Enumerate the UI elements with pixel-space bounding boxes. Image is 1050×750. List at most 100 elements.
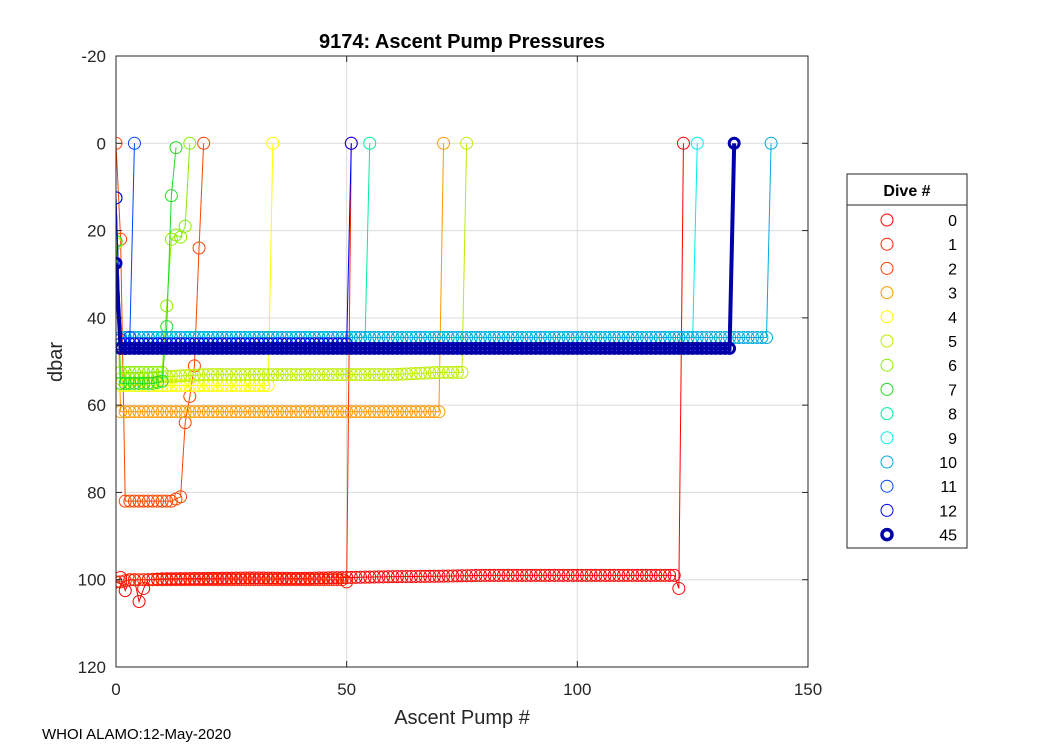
data-point — [390, 405, 404, 419]
data-point — [266, 573, 280, 587]
data-point — [132, 595, 146, 609]
data-point — [289, 573, 303, 587]
data-point — [312, 405, 326, 419]
data-point — [307, 405, 321, 419]
data-point — [137, 581, 151, 595]
data-point — [178, 219, 192, 233]
data-point — [626, 568, 640, 582]
legend-item: 3 — [880, 286, 957, 303]
data-point — [252, 573, 266, 587]
legend-item: 0 — [880, 213, 957, 230]
data-point — [400, 570, 414, 584]
data-point — [215, 368, 229, 382]
data-point — [529, 568, 543, 582]
data-point — [187, 405, 201, 419]
data-point — [464, 569, 478, 583]
data-point — [116, 376, 128, 390]
data-point — [612, 568, 626, 582]
data-point — [533, 568, 547, 582]
data-point — [469, 569, 483, 583]
data-point — [234, 405, 248, 419]
data-point — [174, 230, 188, 244]
data-point — [257, 379, 271, 392]
legend-title: Dive # — [883, 183, 930, 200]
data-point — [141, 365, 155, 379]
data-point — [132, 494, 146, 508]
data-point — [377, 405, 391, 419]
data-point — [354, 405, 368, 419]
data-point — [358, 405, 372, 419]
data-point — [736, 331, 750, 344]
legend-label: 12 — [939, 503, 957, 520]
data-point — [326, 368, 340, 382]
data-point — [340, 575, 354, 589]
data-point — [132, 573, 146, 587]
data-point — [538, 568, 552, 582]
legend-item: 6 — [880, 358, 957, 375]
data-point — [344, 570, 358, 584]
data-point — [266, 136, 280, 150]
data-point — [174, 573, 188, 587]
data-point — [116, 575, 128, 589]
data-point — [270, 368, 284, 382]
data-point — [755, 331, 769, 344]
series-line — [116, 143, 445, 413]
data-point — [349, 405, 363, 419]
legend-marker — [880, 479, 894, 493]
data-point — [127, 376, 141, 390]
data-point — [358, 368, 372, 382]
data-point — [741, 331, 755, 344]
data-point — [432, 569, 446, 583]
data-point — [137, 573, 151, 587]
data-point — [312, 573, 326, 587]
data-point — [312, 368, 326, 382]
data-point — [363, 368, 377, 382]
data-point — [151, 494, 165, 508]
data-point — [275, 405, 289, 419]
data-point — [381, 368, 395, 382]
data-point — [261, 379, 275, 392]
data-point — [183, 573, 197, 587]
data-point — [372, 570, 386, 584]
data-point — [141, 494, 155, 508]
data-point — [598, 568, 612, 582]
data-point — [201, 368, 215, 382]
data-point — [423, 366, 437, 380]
data-point — [210, 368, 224, 382]
data-point — [116, 234, 123, 248]
data-point — [418, 405, 432, 419]
data-point — [118, 494, 132, 508]
data-point — [224, 405, 238, 419]
data-point — [146, 405, 160, 419]
data-point — [326, 405, 340, 419]
legend-label: 45 — [939, 528, 957, 545]
data-point — [151, 375, 165, 389]
data-point — [155, 494, 169, 508]
legend-label: 2 — [948, 261, 957, 278]
data-point — [649, 568, 663, 582]
data-point — [243, 573, 257, 587]
legend-box — [846, 173, 968, 549]
legend-item: 12 — [880, 503, 957, 520]
data-point — [441, 569, 455, 583]
legend-item: 10 — [880, 455, 957, 472]
data-point — [354, 570, 368, 584]
data-point — [603, 568, 617, 582]
data-point — [413, 569, 427, 583]
data-point — [621, 568, 635, 582]
data-point — [151, 405, 165, 419]
y-tick-label: 0 — [97, 134, 106, 153]
data-point — [321, 573, 335, 587]
data-point — [280, 405, 294, 419]
data-point — [247, 379, 261, 392]
data-point — [455, 365, 469, 379]
data-point — [187, 368, 201, 382]
series-dive-1 — [116, 136, 358, 589]
data-point — [427, 405, 441, 419]
data-point — [229, 405, 243, 419]
data-point — [759, 331, 773, 344]
data-point — [234, 379, 248, 392]
data-point — [423, 569, 437, 583]
data-point — [294, 405, 308, 419]
data-point — [413, 366, 427, 380]
